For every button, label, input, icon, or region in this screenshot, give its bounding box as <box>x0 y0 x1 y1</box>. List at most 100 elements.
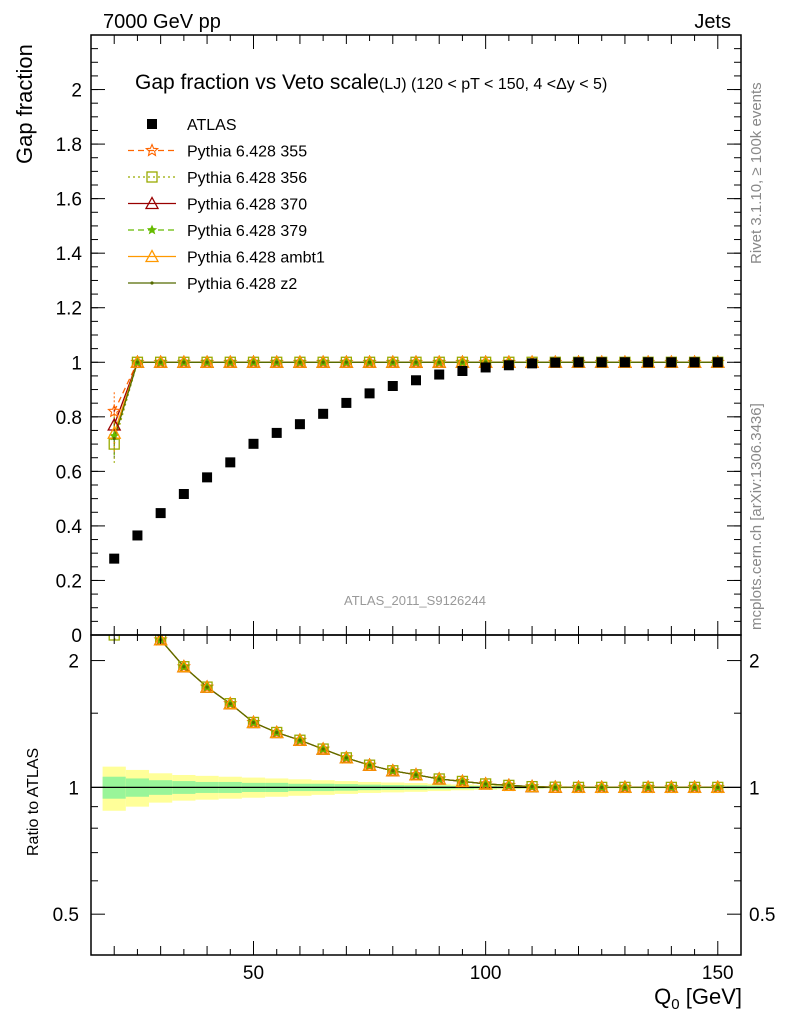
ratio-point <box>251 720 256 725</box>
ratio-point <box>617 780 633 794</box>
data-point <box>503 360 514 371</box>
data-point <box>666 357 677 368</box>
main-series <box>107 354 725 564</box>
ratio-point <box>432 771 447 785</box>
ratio-point <box>530 785 534 789</box>
data-point <box>480 362 491 373</box>
ratio-point <box>414 773 418 777</box>
data-point <box>159 360 163 364</box>
ratio-y-tick-label: 2 <box>68 652 79 673</box>
y-axis-label: Gap fraction <box>12 44 37 164</box>
legend-marker <box>144 196 160 210</box>
ratio-point <box>501 778 516 792</box>
data-point <box>130 354 145 368</box>
data-point <box>408 354 424 369</box>
ratio-y-tick-label: 1 <box>749 778 760 799</box>
data-point <box>246 354 261 368</box>
mcplots-label: mcplots.cern.ch [arXiv:1306.3436] <box>748 403 765 630</box>
ratio-point <box>408 767 424 781</box>
legend-marker <box>144 249 160 263</box>
ratio-point <box>344 756 348 760</box>
data-point <box>205 360 209 364</box>
data-point <box>269 354 284 369</box>
legend-marker <box>150 281 154 285</box>
x-axis-label: Q0 [GeV] <box>654 984 742 1013</box>
data-point <box>387 381 398 391</box>
series-line <box>113 361 718 437</box>
ratio-point <box>623 785 627 789</box>
ratio-point <box>460 779 465 784</box>
data-point <box>246 354 261 369</box>
ratio-point <box>153 635 168 646</box>
y-tick-label: 0.2 <box>56 571 82 592</box>
ratio-point <box>385 763 400 777</box>
legend-marker <box>147 119 157 129</box>
x-tick-label: 50 <box>243 963 264 984</box>
series-line <box>113 361 718 434</box>
y-tick-label: 2 <box>71 81 82 102</box>
data-point <box>550 357 561 368</box>
data-point <box>434 369 445 380</box>
watermark: ATLAS_2011_S9126244 <box>344 593 486 608</box>
ratio-point <box>669 785 673 789</box>
series-line <box>113 361 718 426</box>
ratio-point <box>408 767 424 781</box>
ratio-point <box>131 597 143 608</box>
data-point <box>339 354 354 369</box>
legend-label: Pythia 6.428 370 <box>187 197 307 214</box>
ratio-y-tick-label: 1 <box>68 778 79 799</box>
ratio-point <box>571 780 586 794</box>
data-point <box>385 354 400 369</box>
data-point <box>176 354 191 369</box>
x-tick-label: 100 <box>470 963 502 984</box>
data-point <box>364 388 375 399</box>
data-point <box>321 360 325 364</box>
data-point <box>573 357 584 368</box>
data-point <box>107 417 122 431</box>
data-point <box>107 403 122 418</box>
ratio-point <box>385 763 400 777</box>
y-tick-label: 1.8 <box>56 135 82 156</box>
ratio-point <box>269 725 284 739</box>
ratio-point <box>646 785 650 789</box>
ratio-point <box>391 769 395 773</box>
ratio-point <box>367 763 372 767</box>
y-tick-label: 0 <box>71 626 82 647</box>
data-point <box>344 360 348 364</box>
data-point <box>202 472 213 483</box>
y-tick-label: 1.6 <box>56 190 82 211</box>
data-point <box>385 354 400 368</box>
ratio-point <box>321 747 325 751</box>
data-point <box>712 357 723 368</box>
data-point <box>178 489 189 499</box>
y-tick-label: 0.6 <box>56 462 82 483</box>
ratio-point <box>571 779 586 794</box>
data-point <box>223 354 238 368</box>
data-point <box>223 354 238 369</box>
data-point <box>596 357 607 368</box>
ratio-y-axis-label: Ratio to ATLAS <box>25 748 42 856</box>
header-left: 7000 GeV pp <box>103 11 221 33</box>
legend-label: Pythia 6.428 z2 <box>187 276 297 293</box>
data-point <box>341 397 352 408</box>
data-point <box>153 354 168 369</box>
data-point <box>182 360 186 364</box>
data-point <box>619 357 630 368</box>
ratio-point <box>223 696 238 710</box>
ratio-y-tick-label: 0.5 <box>749 905 775 926</box>
legend-marker <box>144 143 160 157</box>
ratio-point <box>455 774 470 788</box>
legend-marker <box>146 224 158 235</box>
ratio-point <box>132 597 143 608</box>
ratio-point <box>548 779 563 794</box>
ratio-point <box>362 757 377 771</box>
legend-label: Pythia 6.428 356 <box>187 170 307 187</box>
ratio-point <box>507 783 511 787</box>
ratio-point <box>131 597 143 608</box>
ratio-point <box>664 779 679 794</box>
ratio-point <box>223 696 238 710</box>
ratio-point <box>176 659 191 673</box>
data-point <box>689 357 700 368</box>
ratio-point <box>432 771 447 785</box>
